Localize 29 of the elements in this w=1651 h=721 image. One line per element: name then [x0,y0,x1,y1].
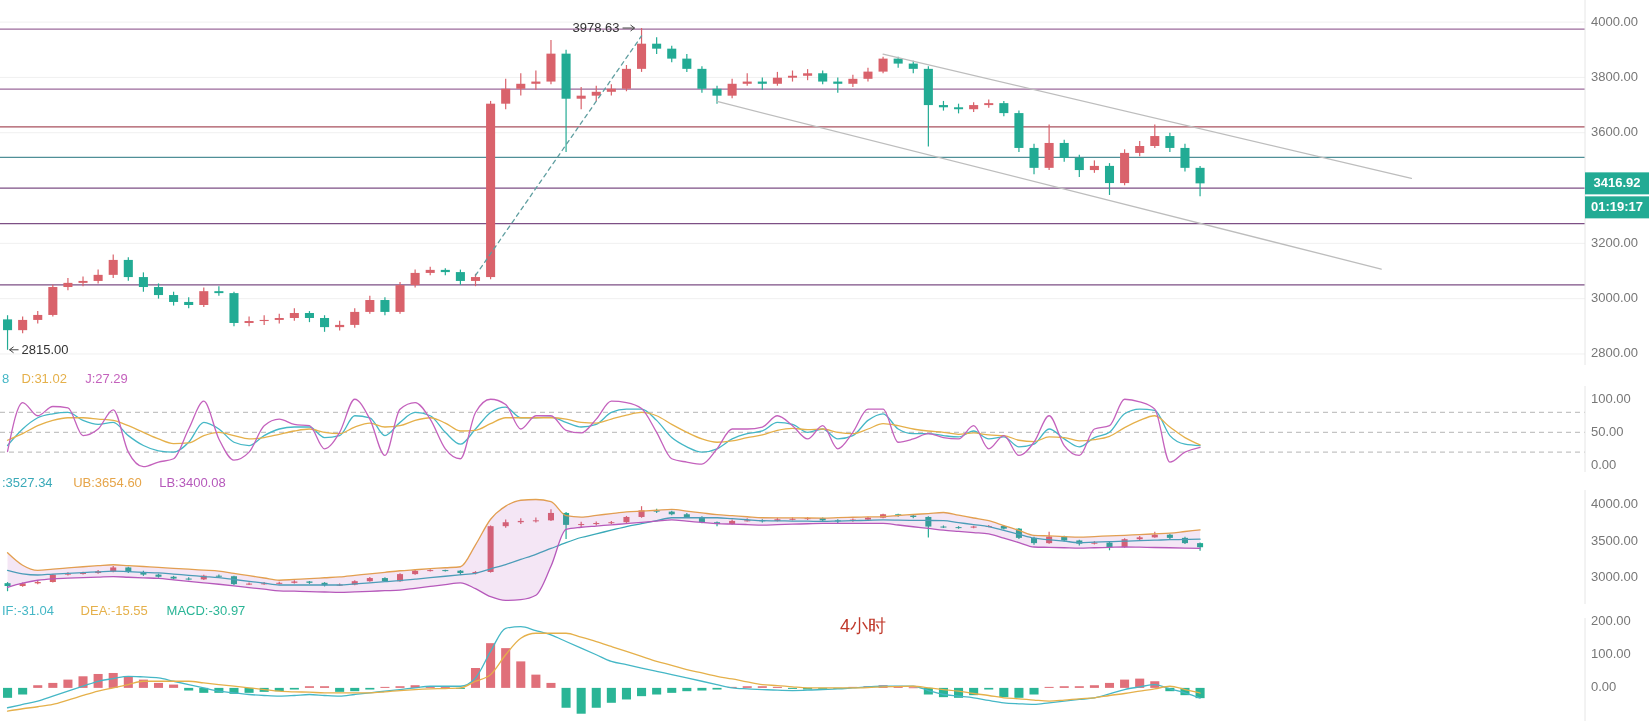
y-tick-label: 3000.00 [1591,290,1638,306]
y-tick-label: 3800.00 [1591,68,1638,84]
y-tick-label: 100.00 [1591,390,1631,406]
annotation: 3978.63 [572,20,620,36]
annotation: 2815.00 [21,341,69,357]
y-tick-label: 3200.00 [1591,234,1638,250]
y-tick-label: 50.00 [1591,423,1624,439]
annotation: 4小时 [840,616,887,636]
y-tick-label: 0.00 [1591,679,1617,695]
y-tick-label: 200.00 [1591,613,1631,629]
y-tick-label: 4000.00 [1591,13,1638,29]
y-tick-label: 3600.00 [1591,124,1638,140]
text: 3416.92 [1593,174,1641,190]
text: :3527.34 [2,475,53,490]
text: J:27.29 [85,371,128,386]
y-tick-label: 2800.00 [1591,345,1638,361]
y-tick-label: 100.00 [1591,646,1631,662]
text: IF:-31.04 [2,603,55,618]
y-tick-label: 3500.00 [1591,532,1638,548]
y-tick-label: 4000.00 [1591,496,1638,512]
y-tick-label: 0.00 [1591,456,1617,472]
text: LB:3400.08 [159,475,226,490]
text: MACD:-30.97 [166,603,246,618]
text: D:31.02 [21,371,67,386]
text: DEA:-15.55 [80,603,148,618]
text: UB:3654.60 [73,475,142,490]
y-tick-label: 3000.00 [1591,569,1638,585]
text: 01:19:17 [1590,198,1644,214]
text: 8 [2,371,10,386]
